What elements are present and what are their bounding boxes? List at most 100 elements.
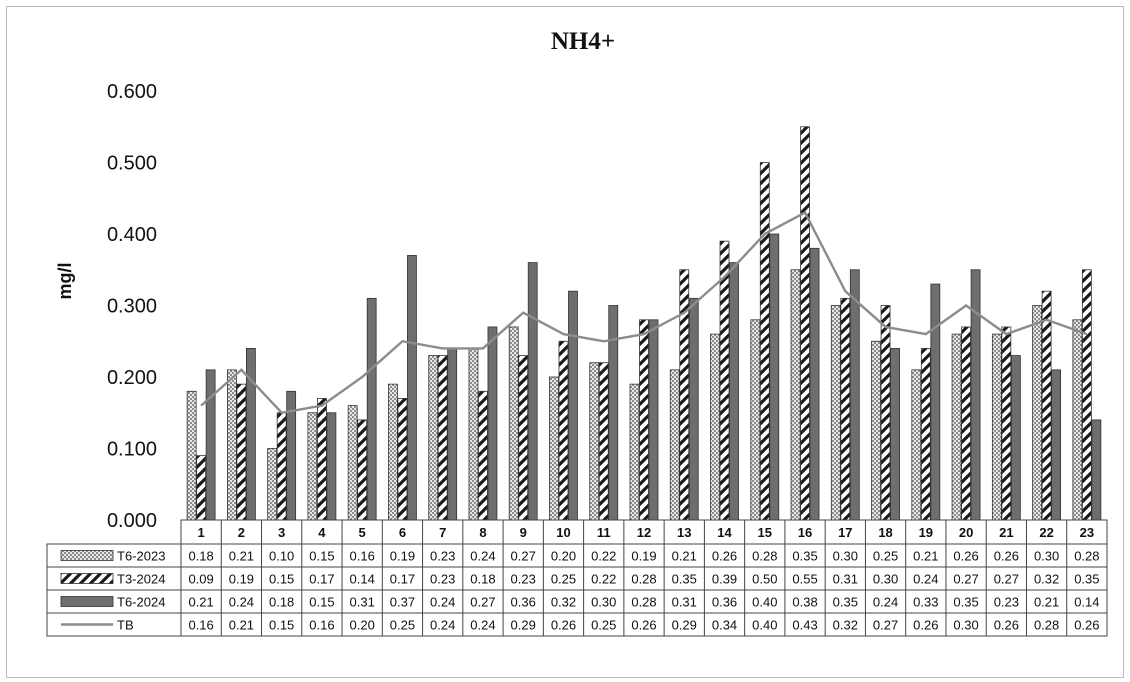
bar-t6-2023-10: [549, 376, 559, 521]
x-tick-label: 7: [439, 525, 446, 540]
table-cell: 0.39: [712, 572, 737, 587]
bar-t3-2024-14: [719, 240, 730, 521]
bar-t3-2024-23: [1081, 269, 1092, 521]
bar-t3-2024-16: [800, 126, 810, 521]
table-cell: 0.26: [712, 549, 737, 564]
bar-t6-2023-23: [1072, 319, 1083, 521]
bar-t6-2023-7: [428, 355, 439, 521]
chart-frame: NH4+ mg/l 0.000 0.100 0.200 0.300 0.400 0.500…: [6, 6, 1124, 678]
table-cell: 0.20: [551, 549, 576, 564]
table-cell: 0.37: [390, 595, 415, 610]
table-cell: 0.33: [913, 595, 938, 610]
bar-t3-2024-6: [397, 398, 408, 521]
bar-t6-2024-18: [890, 347, 900, 521]
bar-t6-2024-11: [608, 305, 619, 521]
table-cell: 0.43: [792, 618, 817, 633]
bar-t6-2023-11: [589, 362, 600, 521]
bar-t6-2024-16: [809, 247, 820, 521]
bar-t6-2024-13: [688, 297, 699, 521]
table-cell: 0.14: [1074, 595, 1099, 610]
x-tick-label: 9: [520, 525, 527, 540]
y-tick-label: 0.200: [107, 367, 157, 389]
legend-label: T6-2024: [117, 595, 165, 610]
table-cell: 0.32: [1034, 572, 1059, 587]
bar-t6-2024-15: [769, 233, 780, 521]
table-cell: 0.19: [229, 572, 254, 587]
table-cell: 0.26: [1074, 618, 1099, 633]
bar-t3-2024-15: [759, 162, 770, 521]
x-tick-label: 10: [556, 525, 570, 540]
bar-t3-2024-9: [518, 355, 529, 521]
bar-t6-2024-14: [729, 262, 739, 521]
bar-t3-2024-19: [920, 347, 931, 521]
table-cell: 0.20: [350, 618, 375, 633]
table-cell: 0.26: [631, 618, 656, 633]
table-cell: 0.25: [873, 549, 898, 564]
table-cell: 0.28: [1034, 618, 1059, 633]
table-cell: 0.24: [430, 595, 455, 610]
bar-t3-2024-13: [679, 269, 690, 521]
table-cell: 0.15: [269, 618, 294, 633]
legend-label: T3-2024: [117, 572, 165, 587]
table-cell: 0.40: [752, 618, 777, 633]
bar-t6-2023-21: [991, 333, 1002, 521]
bar-t6-2024-20: [970, 269, 981, 521]
bar-t6-2024-9: [527, 262, 538, 521]
bar-t6-2024-12: [648, 319, 659, 521]
x-tick-label: 22: [1039, 525, 1053, 540]
table-cell: 0.25: [390, 618, 415, 633]
tb-line: [200, 210, 1088, 415]
table-cell: 0.09: [188, 572, 213, 587]
bar-t6-2023-15: [750, 319, 761, 521]
x-tick-label: 16: [798, 525, 812, 540]
table-cell: 0.15: [309, 595, 334, 610]
x-tick-label: 15: [758, 525, 772, 540]
table-cell: 0.21: [229, 549, 254, 564]
bar-t3-2024-21: [1001, 326, 1012, 521]
table-cell: 0.28: [631, 572, 656, 587]
table-cell: 0.23: [430, 572, 455, 587]
table-cell: 0.23: [430, 549, 455, 564]
x-tick-label: 23: [1080, 525, 1094, 540]
table-cell: 0.26: [551, 618, 576, 633]
table-cell: 0.21: [913, 549, 938, 564]
bar-t6-2023-22: [1032, 305, 1043, 521]
table-cell: 0.31: [350, 595, 375, 610]
bar-t6-2023-4: [307, 412, 318, 521]
bar-t3-2024-2: [236, 383, 247, 521]
x-tick-label: 18: [878, 525, 892, 540]
legend-label: T6-2023: [117, 549, 165, 564]
table-cell: 0.26: [994, 618, 1019, 633]
y-tick-label: 0.500: [107, 153, 157, 175]
table-cell: 0.21: [229, 618, 254, 633]
x-tick-label: 1: [198, 525, 205, 540]
legend-key-t6-2023: [60, 550, 114, 561]
bar-t6-2024-21: [1010, 355, 1021, 521]
bar-t6-2023-12: [629, 383, 640, 521]
table-cell: 0.30: [591, 595, 616, 610]
bar-t6-2024-19: [930, 283, 941, 521]
table-cell: 0.28: [631, 595, 656, 610]
table-cell: 0.27: [953, 572, 978, 587]
bar-t6-2023-20: [951, 333, 962, 521]
legend-key-t3-2024: [60, 573, 114, 584]
table-cell: 0.18: [188, 549, 213, 564]
table-cell: 0.35: [833, 595, 858, 610]
table-cell: 0.16: [188, 618, 213, 633]
bar-t6-2023-6: [388, 383, 398, 521]
table-cell: 0.17: [390, 572, 415, 587]
table-cell: 0.19: [390, 549, 415, 564]
table-cell: 0.18: [269, 595, 294, 610]
table-cell: 0.30: [873, 572, 898, 587]
bar-t3-2024-1: [196, 455, 207, 521]
tb-line-group: [200, 210, 1088, 415]
table-cell: 0.50: [752, 572, 777, 587]
x-tick-label: 5: [359, 525, 366, 540]
bar-t6-2023-18: [871, 340, 881, 521]
table-cell: 0.19: [631, 549, 656, 564]
table-cell: 0.17: [309, 572, 334, 587]
table-cell: 0.31: [672, 595, 697, 610]
x-tick-label: 4: [318, 525, 326, 540]
table-cell: 0.27: [873, 618, 898, 633]
x-tick-label: 19: [919, 525, 933, 540]
